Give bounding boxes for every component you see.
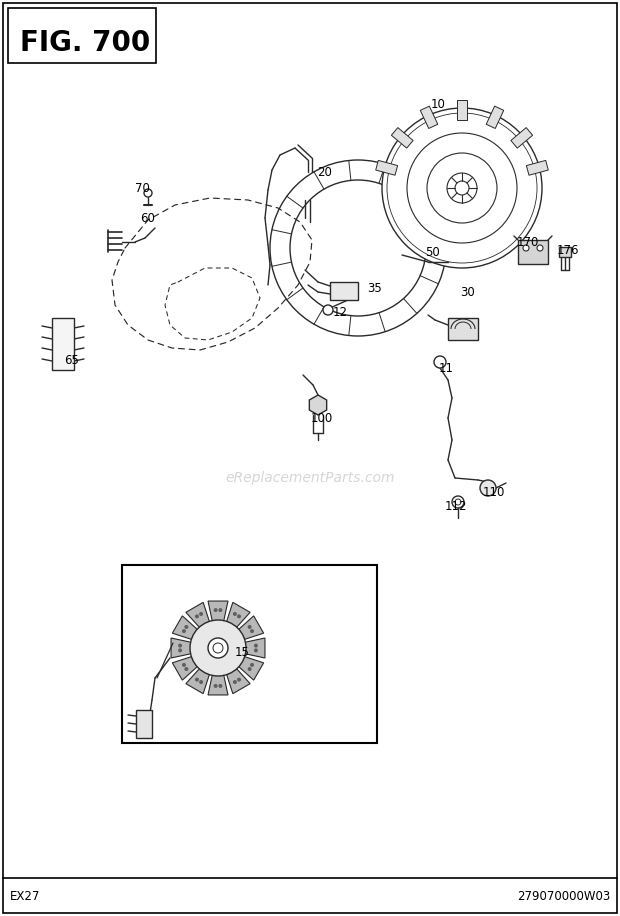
Circle shape [250,663,254,667]
Circle shape [247,625,252,629]
Bar [52,318,74,370]
Polygon shape [420,106,438,128]
Circle shape [434,356,446,368]
Bar [448,318,478,340]
Circle shape [178,649,182,652]
Circle shape [323,305,333,315]
Circle shape [233,680,237,684]
Polygon shape [239,616,264,639]
Circle shape [190,620,246,676]
Polygon shape [309,395,327,415]
Polygon shape [486,106,503,128]
Bar [122,565,377,743]
Circle shape [218,608,223,612]
Text: FIG. 700: FIG. 700 [20,29,150,57]
Circle shape [250,629,254,633]
Text: 11: 11 [438,362,453,375]
Circle shape [195,678,199,682]
Text: 12: 12 [332,306,347,319]
Circle shape [182,663,186,667]
Circle shape [247,667,252,671]
Text: 30: 30 [461,286,476,299]
Circle shape [254,644,258,648]
Text: 279070000W03: 279070000W03 [516,890,610,903]
Bar [8,8,156,63]
Text: eReplacementParts.com: eReplacementParts.com [225,471,395,485]
Polygon shape [526,160,548,175]
Polygon shape [376,160,397,175]
Circle shape [214,608,218,612]
Text: EX27: EX27 [10,890,40,903]
Circle shape [523,245,529,251]
Circle shape [537,245,543,251]
Polygon shape [227,603,250,627]
Bar [330,282,358,300]
Circle shape [218,684,223,688]
Circle shape [214,684,218,688]
Polygon shape [239,657,264,680]
Bar [518,240,548,264]
Polygon shape [511,127,533,148]
Circle shape [382,108,542,268]
Polygon shape [559,247,571,257]
Polygon shape [186,669,210,693]
Text: 35: 35 [368,281,383,295]
Polygon shape [208,601,228,621]
Text: 170: 170 [517,235,539,248]
Text: 10: 10 [430,99,445,112]
Text: 60: 60 [141,212,156,224]
Polygon shape [172,657,197,680]
Circle shape [195,615,199,618]
Polygon shape [208,675,228,695]
Polygon shape [391,127,413,148]
Circle shape [208,638,228,658]
Polygon shape [172,616,197,639]
Circle shape [178,644,182,648]
Circle shape [237,678,241,682]
Bar [136,710,152,738]
Circle shape [233,612,237,616]
Text: 100: 100 [311,411,333,424]
Circle shape [237,615,241,618]
Polygon shape [246,638,265,658]
Circle shape [254,649,258,652]
Text: 70: 70 [135,181,149,194]
Polygon shape [227,669,250,693]
Circle shape [184,625,188,629]
Circle shape [184,667,188,671]
Text: 20: 20 [317,166,332,179]
Polygon shape [457,100,467,120]
Text: 176: 176 [557,244,579,256]
Polygon shape [186,603,210,627]
Text: 65: 65 [64,354,79,366]
Text: 50: 50 [425,245,440,258]
Circle shape [199,680,203,684]
Polygon shape [171,638,190,658]
Text: 15: 15 [234,646,249,659]
Circle shape [144,189,152,197]
Circle shape [182,629,186,633]
Text: 112: 112 [445,500,467,514]
Circle shape [480,480,496,496]
Circle shape [199,612,203,616]
Text: 110: 110 [483,485,505,498]
